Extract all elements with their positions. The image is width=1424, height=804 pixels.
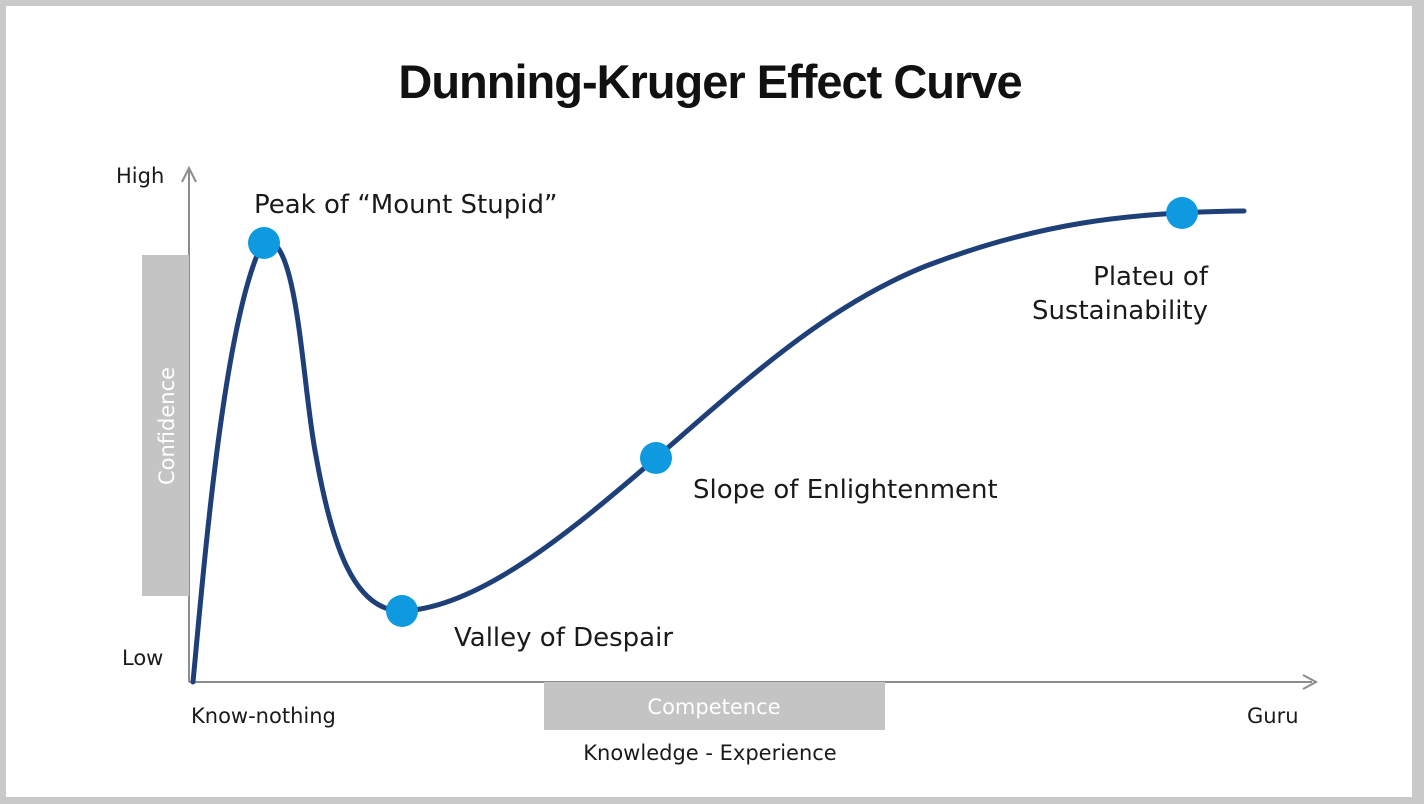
x-axis-label: Competence [647,695,780,719]
dunning-kruger-curve [190,208,1247,685]
peak-label: Peak of “Mount Stupid” [254,190,557,220]
diagram-frame: Dunning-Kruger Effect Curve Confidence C… [6,6,1412,797]
plateau-label-line2: Sustainability [1032,296,1208,326]
x-axis-label-box [544,682,885,730]
x-axis-start-label: Know-nothing [191,704,336,728]
diagram-title: Dunning-Kruger Effect Curve [398,55,1021,108]
y-axis-label: Confidence [155,367,179,485]
peak-marker [248,227,280,259]
slope-label: Slope of Enlightenment [693,475,998,505]
plateau-label-line1: Plateu of [1093,262,1209,292]
x-axis-sublabel: Knowledge - Experience [583,741,836,765]
dunning-kruger-diagram: Dunning-Kruger Effect Curve Confidence C… [116,55,1319,765]
valley-label: Valley of Despair [454,623,673,653]
y-axis-label-box [142,255,189,596]
plateau-marker [1166,197,1198,229]
x-axis-arrow [1302,674,1319,690]
valley-marker [386,595,418,627]
x-axis-end-label: Guru [1247,704,1299,728]
slope-marker [640,442,672,474]
y-axis-low-label: Low [122,646,163,670]
y-axis-high-label: High [116,164,164,188]
y-axis-arrow [181,165,197,183]
